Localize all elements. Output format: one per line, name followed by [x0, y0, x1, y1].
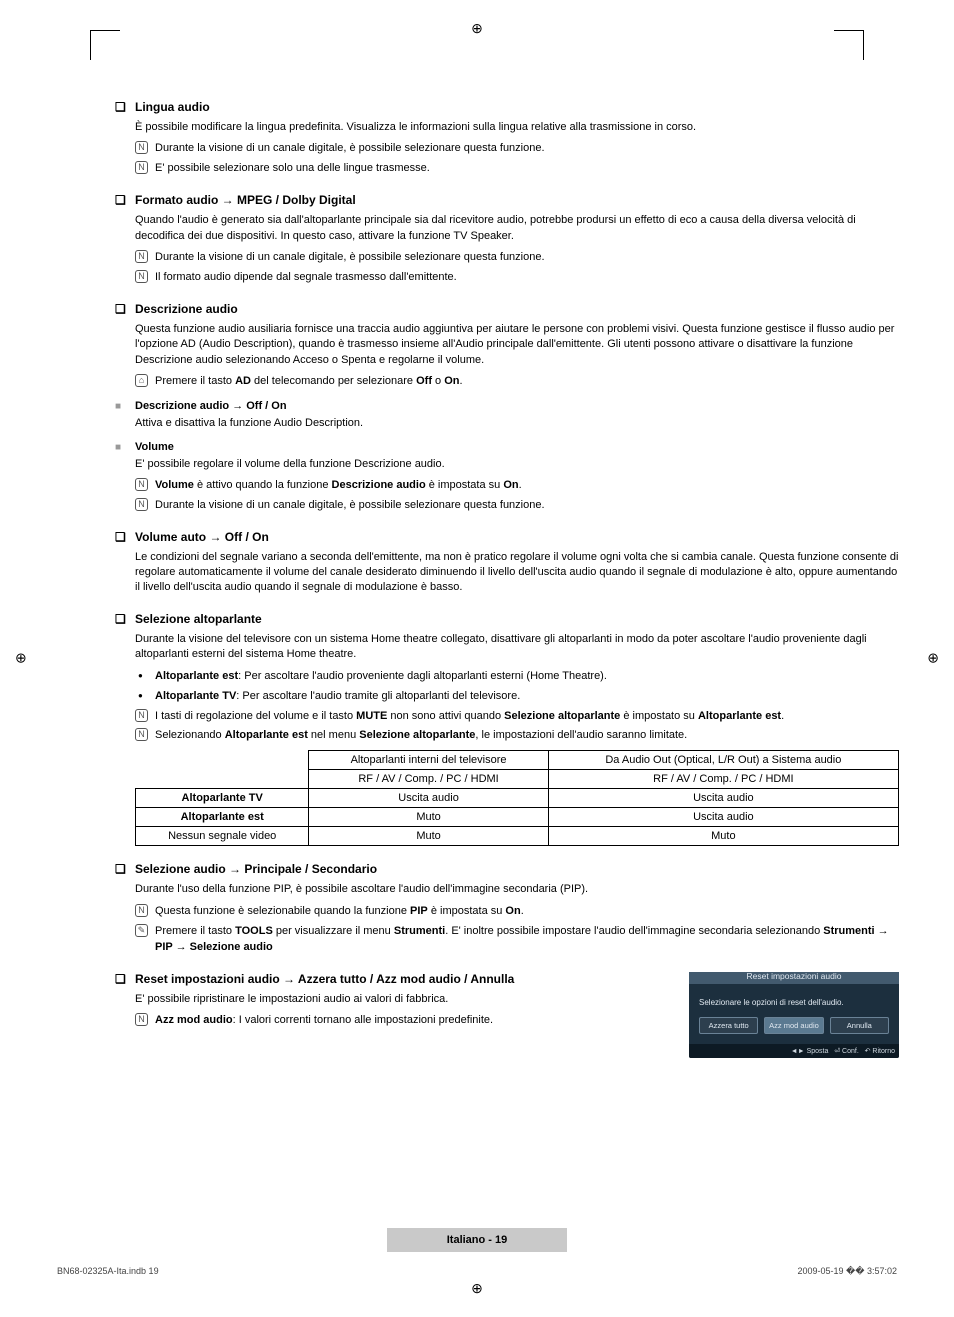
- heading-selezione-altoparlante: Selezione altoparlante: [115, 612, 899, 626]
- panel-message: Selezionare le opzioni di reset dell'aud…: [699, 998, 889, 1007]
- table-cell: Muto: [309, 808, 548, 827]
- registration-left: ⊕: [15, 650, 27, 667]
- table-cell: Uscita audio: [548, 789, 898, 808]
- note-icon: N: [135, 161, 148, 174]
- crop-mark-tr: [834, 30, 864, 60]
- note-text: Questa funzione è selezionabile quando l…: [155, 905, 524, 917]
- bullet-altoparlante-est: Altoparlante est: Per ascoltare l'audio …: [135, 669, 899, 685]
- document-meta: BN68-02325A-Ita.indb 19 2009-05-19 �� 3:…: [55, 1266, 899, 1277]
- note-text: Durante la visione di un canale digitale…: [155, 142, 545, 154]
- table-row-label: Altoparlante est: [136, 808, 309, 827]
- table-cell: Muto: [309, 827, 548, 846]
- text-volumeauto-desc: Le condizioni del segnale variano a seco…: [135, 550, 899, 596]
- note-icon: N: [135, 728, 148, 741]
- subheading-volume: Volume: [115, 441, 899, 453]
- section-reset-audio: Reset impostazioni audio Selezionare le …: [55, 972, 899, 1058]
- table-header: Altoparlanti interni del televisore: [309, 751, 548, 770]
- section-lingua-audio: Lingua audio È possibile modificare la l…: [55, 100, 899, 177]
- table-header: Da Audio Out (Optical, L/R Out) a Sistem…: [548, 751, 898, 770]
- note-text: E' possibile selezionare solo una delle …: [155, 162, 430, 174]
- note-icon: N: [135, 270, 148, 283]
- note-selalto-2: N Selezionando Altoparlante est nel menu…: [135, 728, 899, 744]
- section-volume-auto: Volume auto → Off / On Le condizioni del…: [55, 530, 899, 596]
- table-cell: Muto: [548, 827, 898, 846]
- table-speaker-output: Altoparlanti interni del televisore Da A…: [135, 750, 899, 846]
- note-formato-2: N Il formato audio dipende dal segnale tr…: [135, 270, 899, 286]
- note-volume-1: N Volume è attivo quando la funzione Des…: [135, 478, 899, 494]
- heading-descrizione-audio: Descrizione audio: [115, 302, 899, 316]
- section-formato-audio: Formato audio → MPEG / Dolby Digital Qua…: [55, 193, 899, 286]
- text-selalto-desc: Durante la visione del televisore con un…: [135, 632, 899, 663]
- text-sub2-desc: E' possibile regolare il volume della fu…: [135, 457, 899, 472]
- text-lingua-desc: È possibile modificare la lingua predefi…: [135, 120, 899, 135]
- text-descrizione-desc: Questa funzione audio ausiliaria fornisc…: [135, 322, 899, 368]
- section-selezione-audio: Selezione audio → Principale / Secondari…: [55, 862, 899, 955]
- table-row-label: Nessun segnale video: [136, 827, 309, 846]
- crop-mark-tl: [90, 30, 120, 60]
- note-lingua-1: N Durante la visione di un canale digital…: [135, 141, 899, 157]
- footer-conf: ⏎ Conf.: [834, 1048, 859, 1055]
- note-text: Premere il tasto TOOLS per visualizzare …: [155, 925, 889, 953]
- table-cell: RF / AV / Comp. / PC / HDMI: [309, 770, 548, 789]
- note-text: I tasti di regolazione del volume e il t…: [155, 710, 784, 722]
- heading-lingua-audio: Lingua audio: [115, 100, 899, 114]
- heading-formato-audio: Formato audio → MPEG / Dolby Digital: [115, 193, 899, 207]
- heading-volume-auto: Volume auto → Off / On: [115, 530, 899, 544]
- note-text: Volume è attivo quando la funzione Descr…: [155, 479, 522, 491]
- bullet-altoparlante-tv: Altoparlante TV: Per ascoltare l'audio t…: [135, 689, 899, 705]
- page-number-label: Italiano - 19: [387, 1228, 568, 1252]
- footer-return: ↶ Ritorno: [865, 1048, 895, 1055]
- note-text: Durante la visione di un canale digitale…: [155, 251, 545, 263]
- heading-reset-audio: Reset impostazioni audio → Azzera tutto …: [115, 972, 899, 986]
- table-cell: RF / AV / Comp. / PC / HDMI: [548, 770, 898, 789]
- text-selaudio-desc: Durante l'uso della funzione PIP, è poss…: [135, 882, 899, 897]
- remote-icon: ⌂: [135, 374, 148, 387]
- note-text: Durante la visione di un canale digitale…: [155, 499, 545, 511]
- meta-filename: BN68-02325A-Ita.indb 19: [57, 1266, 159, 1277]
- text-formato-desc: Quando l'audio è generato sia dall'altop…: [135, 213, 899, 244]
- note-text: Selezionando Altoparlante est nel menu S…: [155, 729, 687, 741]
- table-cell: Uscita audio: [548, 808, 898, 827]
- note-icon: N: [135, 904, 148, 917]
- note-selalto-1: N I tasti di regolazione del volume e il…: [135, 709, 899, 725]
- note-reset-1: N Azz mod audio: I valori correnti torna…: [135, 1013, 899, 1029]
- subheading-descrizione-onoff: Descrizione audio → Off / On: [115, 400, 899, 412]
- note-icon: N: [135, 250, 148, 263]
- text-sub1-desc: Attiva e disattiva la funzione Audio Des…: [135, 416, 899, 431]
- note-selaudio-2: ✎ Premere il tasto TOOLS per visualizzar…: [135, 924, 899, 956]
- footer-move: ◄► Sposta: [791, 1048, 829, 1055]
- note-selaudio-1: N Questa funzione è selezionabile quando…: [135, 904, 899, 920]
- note-icon: N: [135, 1013, 148, 1026]
- tools-icon: ✎: [135, 924, 148, 937]
- registration-top: ⊕: [471, 20, 483, 37]
- section-selezione-altoparlante: Selezione altoparlante Durante la vision…: [55, 612, 899, 847]
- note-text: Azz mod audio: I valori correnti tornano…: [155, 1014, 493, 1026]
- note-formato-1: N Durante la visione di un canale digital…: [135, 250, 899, 266]
- registration-right: ⊕: [927, 650, 939, 667]
- note-descrizione-ad: ⌂ Premere il tasto AD del telecomando pe…: [135, 374, 899, 390]
- note-icon: N: [135, 709, 148, 722]
- note-icon: N: [135, 498, 148, 511]
- table-cell: Uscita audio: [309, 789, 548, 808]
- note-lingua-2: N E' possibile selezionare solo una delle…: [135, 161, 899, 177]
- note-volume-2: N Durante la visione di un canale digital…: [135, 498, 899, 514]
- panel-footer: ◄► Sposta ⏎ Conf. ↶ Ritorno: [689, 1044, 899, 1058]
- registration-bottom: ⊕: [471, 1280, 483, 1297]
- heading-selezione-audio: Selezione audio → Principale / Secondari…: [115, 862, 899, 876]
- note-icon: N: [135, 478, 148, 491]
- note-text: Premere il tasto AD del telecomando per …: [155, 375, 463, 387]
- section-descrizione-audio: Descrizione audio Questa funzione audio …: [55, 302, 899, 514]
- note-icon: N: [135, 141, 148, 154]
- note-text: Il formato audio dipende dal segnale tra…: [155, 271, 457, 283]
- meta-timestamp: 2009-05-19 �� 3:57:02: [797, 1266, 897, 1277]
- table-row-label: Altoparlante TV: [136, 789, 309, 808]
- page-footer: Italiano - 19: [55, 1228, 899, 1252]
